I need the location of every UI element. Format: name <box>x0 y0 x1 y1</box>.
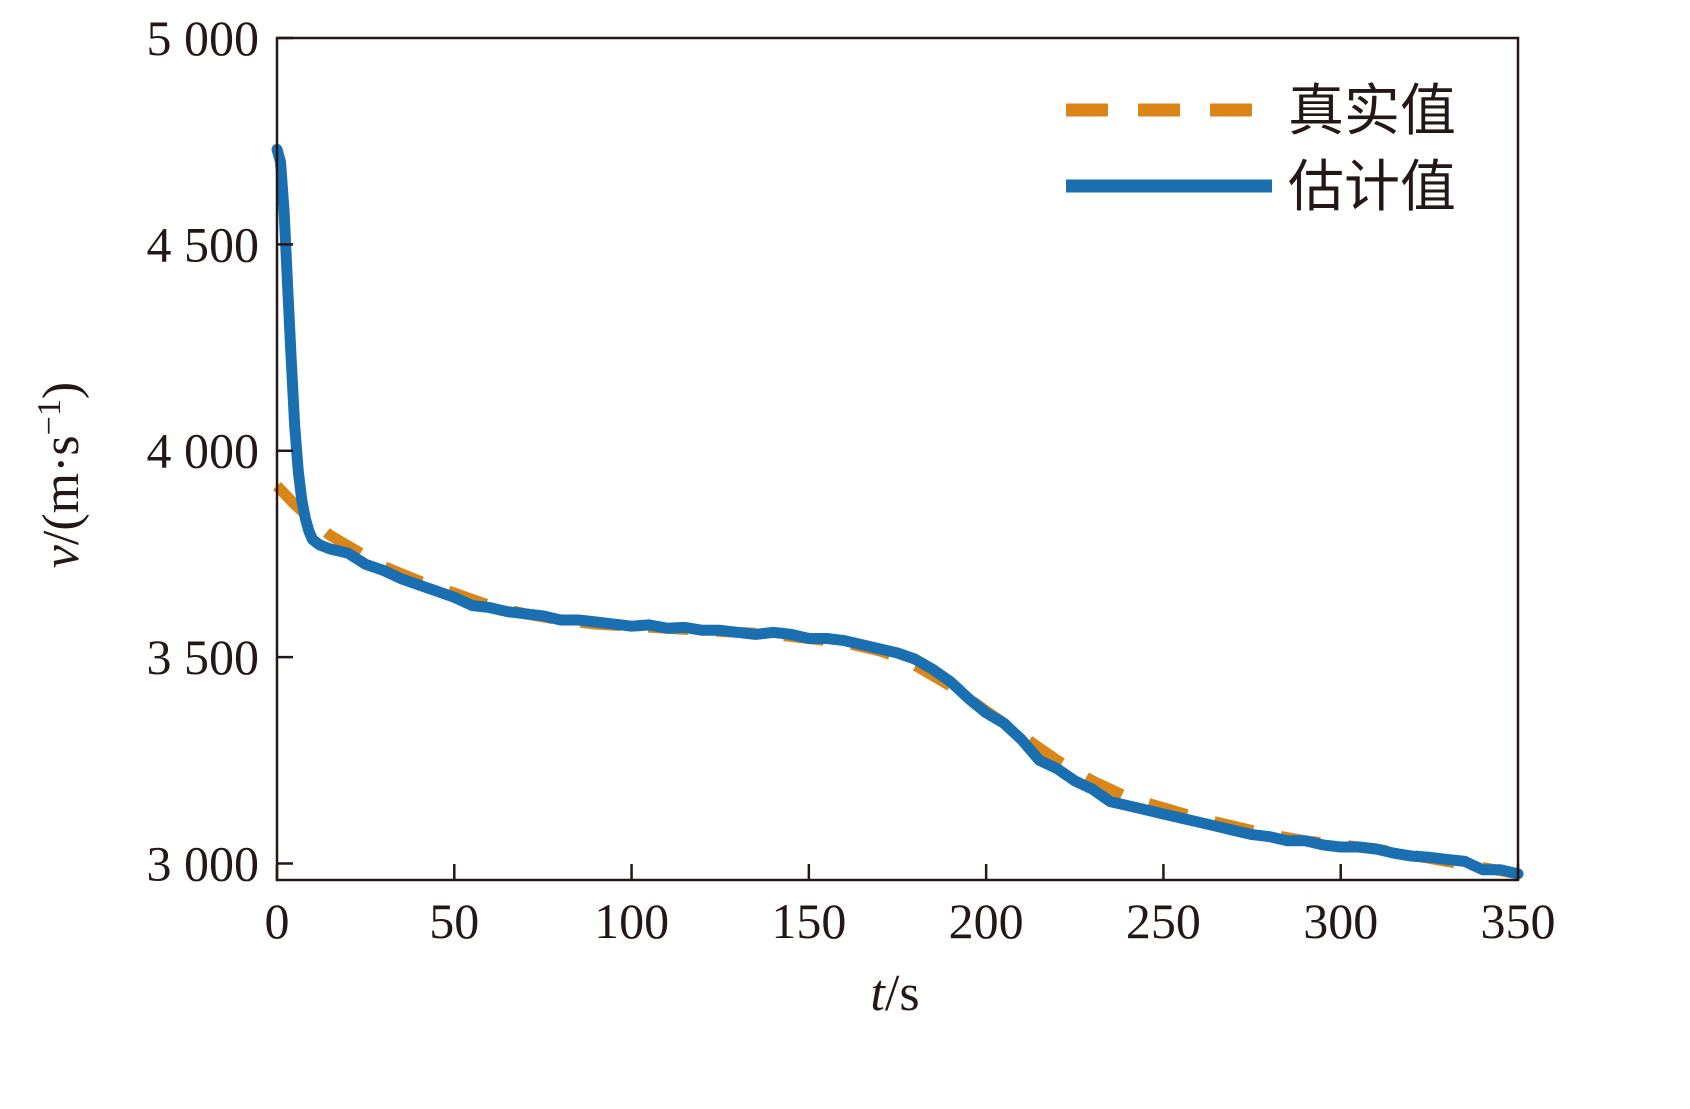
y-tick-label: 4 000 <box>147 423 260 479</box>
x-tick-label: 100 <box>594 893 669 949</box>
x-axis-title: t/s <box>870 965 919 1022</box>
y-axis-unit: /(m·s <box>33 435 90 545</box>
x-tick-label: 0 <box>265 893 290 949</box>
x-axis-variable: t <box>870 965 886 1022</box>
legend-label-true-value: 真实值 <box>1288 79 1456 144</box>
y-axis-variable: v <box>33 544 90 568</box>
y-axis-unit-close: ) <box>33 382 90 399</box>
series-layer <box>271 143 1524 880</box>
y-axis-title: v/(m·s−1) <box>31 382 90 568</box>
legend-label-estimate: 估计值 <box>1288 155 1456 220</box>
y-tick-label: 5 000 <box>147 10 260 66</box>
x-tick-label: 250 <box>1126 893 1201 949</box>
series-true-value-line <box>273 482 1519 880</box>
series-estimate-line <box>271 143 1524 880</box>
x-axis-unit: /s <box>885 965 920 1022</box>
x-tick-label: 300 <box>1303 893 1378 949</box>
x-tick-label: 200 <box>949 893 1024 949</box>
y-tick-label: 3 500 <box>147 629 260 685</box>
y-axis-unit-exponent: −1 <box>31 399 68 435</box>
y-tick-label: 4 500 <box>147 216 260 272</box>
x-tick-label: 150 <box>771 893 846 949</box>
tick-labels: 0 50 100 150 200 250 300 350 3 000 3 500 4 000 4 50… <box>147 10 1556 949</box>
y-tick-label: 3 000 <box>147 835 260 891</box>
x-tick-label: 50 <box>429 893 479 949</box>
ticks-layer <box>275 36 1520 880</box>
legend: 真实值 估计值 <box>1066 79 1456 220</box>
velocity-chart: 0 50 100 150 200 250 300 350 3 000 3 500 4 000 4 50… <box>31 10 1556 1022</box>
plot-frame <box>275 36 1520 882</box>
x-tick-label: 350 <box>1481 893 1556 949</box>
